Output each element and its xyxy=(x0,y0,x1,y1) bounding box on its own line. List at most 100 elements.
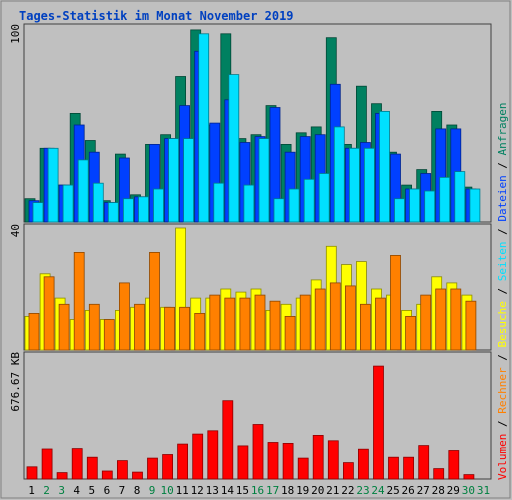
x-tick-label: 17 xyxy=(266,484,279,497)
panel-3: 676.67 KB xyxy=(9,351,492,480)
bar-volumen-day-23 xyxy=(357,448,369,480)
panel-2: 40 xyxy=(9,223,492,351)
bar-volumen-day-26 xyxy=(403,456,415,480)
bar-seiten-day-9 xyxy=(153,188,164,223)
bar-rechner-day-27 xyxy=(420,294,432,351)
bar-seiten-day-27 xyxy=(424,190,436,223)
legend-entry-volumen: Volumen xyxy=(496,434,509,480)
x-tick-label: 29 xyxy=(447,484,460,497)
x-tick-label: 2 xyxy=(43,484,50,497)
y-max-label: 40 xyxy=(9,224,22,237)
x-tick-label: 23 xyxy=(356,484,369,497)
bar-volumen-day-8 xyxy=(132,471,143,480)
bar-rechner-day-18 xyxy=(284,315,296,351)
x-tick-label: 25 xyxy=(386,484,399,497)
x-tick-label: 11 xyxy=(176,484,189,497)
bar-volumen-day-27 xyxy=(418,445,430,480)
bar-volumen-day-5 xyxy=(86,456,98,480)
bar-rechner-day-11 xyxy=(179,306,191,351)
x-tick-label: 7 xyxy=(119,484,126,497)
x-tick-label: 21 xyxy=(326,484,339,497)
bar-volumen-day-19 xyxy=(297,457,309,480)
legend-entry-rechner: Rechner xyxy=(496,367,509,414)
x-tick-label: 26 xyxy=(401,484,414,497)
bar-volumen-day-24 xyxy=(373,365,384,480)
bar-seiten-day-23 xyxy=(363,147,375,223)
bar-volumen-day-6 xyxy=(101,470,113,480)
bar-seiten-day-4 xyxy=(77,159,89,223)
bar-rechner-day-28 xyxy=(435,288,447,351)
bar-seiten-day-25 xyxy=(394,198,405,223)
x-tick-label: 1 xyxy=(28,484,35,497)
bar-volumen-day-17 xyxy=(267,442,279,480)
bar-rechner-day-14 xyxy=(224,297,236,351)
bar-volumen-day-2 xyxy=(41,448,53,480)
bar-seiten-day-5 xyxy=(92,182,104,223)
bar-volumen-day-10 xyxy=(162,454,174,480)
series-volumen xyxy=(26,365,475,480)
series-rechner xyxy=(28,251,477,351)
x-tick-label: 15 xyxy=(236,484,249,497)
x-tick-label: 19 xyxy=(296,484,309,497)
bar-rechner-day-7 xyxy=(119,282,130,351)
panel-1: 100 xyxy=(9,23,492,223)
bar-volumen-day-22 xyxy=(342,462,354,480)
bar-volumen-day-16 xyxy=(252,424,264,480)
bar-rechner-day-4 xyxy=(73,251,85,351)
legend-entry-seiten: Seiten xyxy=(496,242,509,282)
bar-seiten-day-22 xyxy=(348,147,360,223)
bar-rechner-day-9 xyxy=(149,251,160,351)
legend-entry-besuche: Besuche xyxy=(496,301,509,347)
bar-seiten-day-1 xyxy=(32,202,44,223)
x-tick-label: 8 xyxy=(134,484,141,497)
legend: Volumen / Rechner / Besuche / Seiten / D… xyxy=(496,102,509,480)
bar-rechner-day-30 xyxy=(465,300,477,351)
x-tick-label: 13 xyxy=(206,484,219,497)
bar-seiten-day-26 xyxy=(409,188,421,223)
x-tick-label: 9 xyxy=(149,484,156,497)
legend-separator: / xyxy=(496,281,509,301)
bar-volumen-day-29 xyxy=(448,450,460,480)
bar-rechner-day-16 xyxy=(254,294,266,351)
bar-seiten-day-29 xyxy=(454,171,466,223)
legend-separator: / xyxy=(496,348,509,368)
bar-rechner-day-3 xyxy=(58,303,70,351)
x-tick-label: 16 xyxy=(251,484,264,497)
legend-entry-dateien: Dateien xyxy=(496,175,509,221)
bar-seiten-day-18 xyxy=(288,188,300,223)
chart-title: Tages-Statistik im Monat November 2019 xyxy=(19,9,294,23)
x-tick-label: 5 xyxy=(88,484,95,497)
x-tick-label: 20 xyxy=(311,484,324,497)
bar-seiten-day-2 xyxy=(47,147,59,223)
bar-volumen-day-15 xyxy=(237,445,249,480)
x-tick-label: 18 xyxy=(281,484,294,497)
bar-seiten-day-11 xyxy=(183,138,195,223)
legend-separator: / xyxy=(496,414,509,434)
bar-seiten-day-12 xyxy=(198,33,210,223)
bar-seiten-day-13 xyxy=(213,182,225,223)
bar-seiten-day-30 xyxy=(469,188,481,223)
bar-volumen-day-30 xyxy=(463,474,475,480)
bar-rechner-day-12 xyxy=(194,312,206,351)
x-tick-label: 24 xyxy=(371,484,385,497)
bar-seiten-day-3 xyxy=(62,184,74,223)
bar-rechner-day-24 xyxy=(375,297,386,351)
bar-rechner-day-25 xyxy=(390,254,401,351)
bar-seiten-day-19 xyxy=(303,178,315,223)
bar-volumen-day-18 xyxy=(282,442,294,480)
bar-rechner-day-8 xyxy=(134,303,145,351)
x-tick-label: 27 xyxy=(417,484,430,497)
bar-seiten-day-8 xyxy=(138,196,149,223)
bar-rechner-day-29 xyxy=(450,288,462,351)
bar-volumen-day-1 xyxy=(26,466,38,480)
bar-seiten-day-15 xyxy=(243,184,255,223)
bar-volumen-day-14 xyxy=(222,400,234,480)
x-tick-label: 12 xyxy=(191,484,204,497)
bar-volumen-day-4 xyxy=(71,448,83,480)
bar-volumen-day-11 xyxy=(177,443,189,480)
x-tick-label: 30 xyxy=(462,484,475,497)
bar-seiten-day-24 xyxy=(379,111,390,223)
bar-rechner-day-20 xyxy=(314,288,326,351)
x-tick-label: 3 xyxy=(58,484,65,497)
